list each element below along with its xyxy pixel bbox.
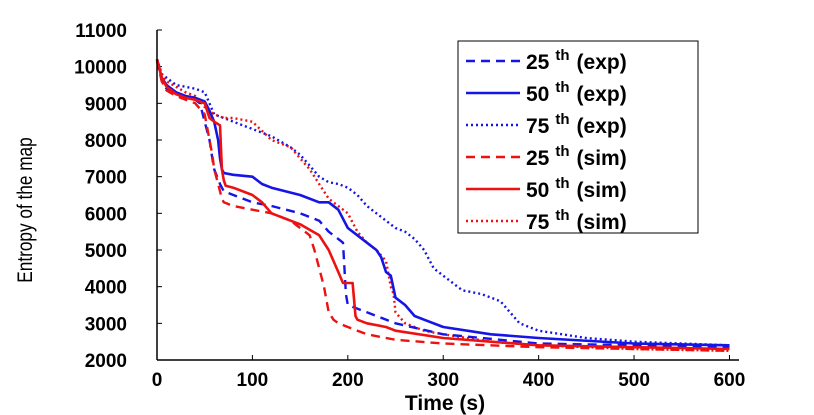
x-tick-label: 0: [152, 370, 163, 391]
series-line-75th-exp: [155, 58, 730, 347]
y-tick-label: 9000: [85, 94, 127, 115]
axes: [156, 30, 739, 361]
y-tick-label: 10000: [74, 58, 127, 79]
x-tick-label: 600: [714, 370, 746, 391]
series-line-50th-sim: [155, 58, 730, 351]
series-layer: [155, 58, 730, 352]
y-tick-label: 5000: [85, 241, 127, 262]
series-line-25th-sim: [155, 60, 730, 352]
tick-labels: 0 100 200 300 400 500 600 2000 3000 4000 5000 6000 7…: [74, 21, 745, 391]
series-line-50th-exp: [155, 58, 730, 347]
y-tick-label: 4000: [85, 278, 127, 299]
x-tick-label: 400: [523, 370, 555, 391]
y-tick-label: 3000: [85, 314, 127, 335]
y-axis-label: Entropy of the map: [15, 137, 38, 282]
x-tick-label: 100: [237, 370, 269, 391]
y-tick-label: 11000: [75, 21, 127, 42]
y-tick-label: 6000: [85, 204, 127, 225]
x-tick-label: 500: [618, 370, 650, 391]
legend-box: [457, 40, 699, 234]
y-tick-label: 7000: [85, 168, 127, 189]
y-tick-label: 2000: [85, 351, 127, 372]
x-tick-label: 200: [332, 370, 364, 391]
x-tick-label: 300: [427, 370, 459, 391]
x-axis-label: Time (s): [405, 392, 485, 415]
y-tick-label: 8000: [85, 131, 127, 152]
